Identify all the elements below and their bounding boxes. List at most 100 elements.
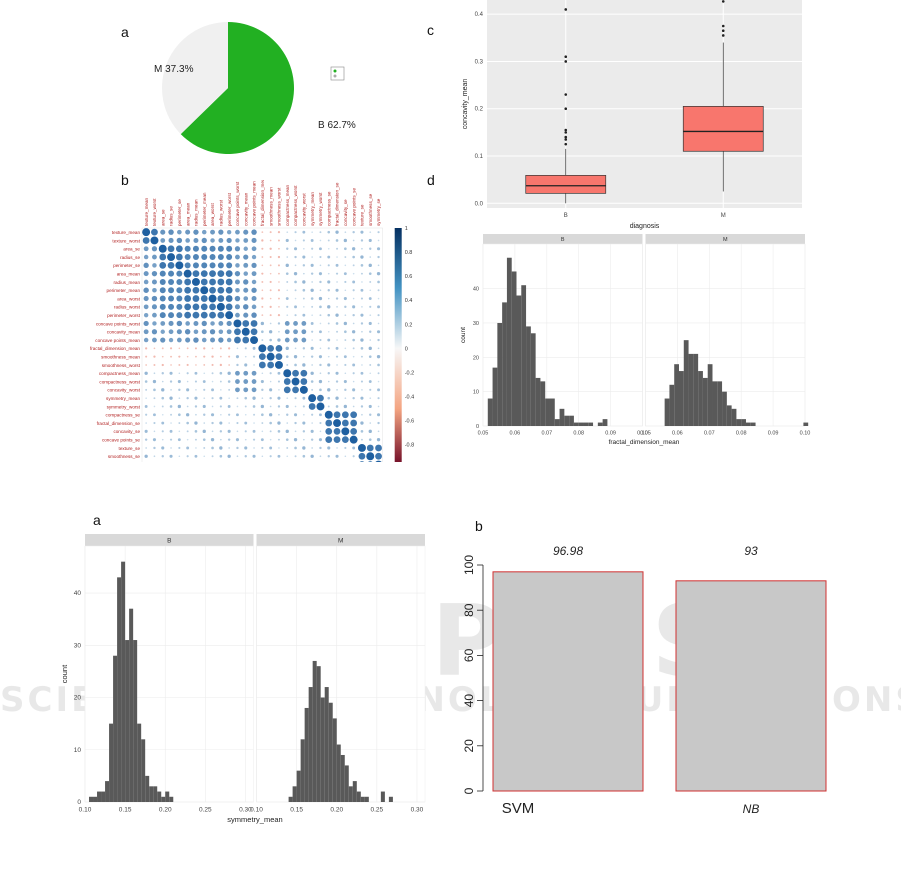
hist-bar xyxy=(521,285,527,426)
corr-cell xyxy=(277,289,281,292)
corr-cell xyxy=(360,297,364,300)
corr-cell xyxy=(311,305,314,308)
corr-cell xyxy=(144,429,148,433)
corr-cell xyxy=(344,339,347,342)
corr-cell xyxy=(293,413,298,417)
corr-cell xyxy=(234,336,241,344)
corr-row-label: radius_worst xyxy=(114,305,141,310)
corr-cell xyxy=(368,346,372,351)
corr-cell xyxy=(217,254,224,261)
hist-ytick: 10 xyxy=(74,747,82,754)
corr-col-label: radius_mean xyxy=(194,199,199,226)
hist-bar xyxy=(578,422,584,426)
box-iqr xyxy=(682,106,764,152)
corr-cell xyxy=(243,271,249,276)
corr-cell xyxy=(319,330,322,334)
corr-cell xyxy=(168,287,175,294)
corr-cell xyxy=(244,455,247,458)
corr-cell xyxy=(286,413,289,416)
corr-cell xyxy=(283,369,292,378)
corr-cell xyxy=(261,247,264,250)
corr-cell xyxy=(184,286,192,294)
corr-cell xyxy=(151,304,157,310)
corr-cell xyxy=(253,447,255,449)
corr-cell xyxy=(369,256,372,258)
hist-bar xyxy=(133,640,138,802)
corr-colorbar-tick: -0.2 xyxy=(405,370,414,376)
corr-cell xyxy=(285,404,289,409)
corr-cell xyxy=(170,422,172,424)
corr-cell xyxy=(153,455,156,458)
corr-cell xyxy=(217,278,225,286)
corr-cell xyxy=(269,388,273,392)
corr-cell xyxy=(360,313,364,317)
corr-cell xyxy=(170,447,172,449)
corr-cell xyxy=(294,347,297,350)
hist-xtick: 0.05 xyxy=(478,431,489,437)
corr-cell xyxy=(377,421,380,425)
corr-cell xyxy=(278,413,280,416)
corr-cell xyxy=(310,322,314,325)
corr-cell xyxy=(252,396,256,400)
corr-cell xyxy=(310,239,314,242)
corr-cell xyxy=(360,347,364,350)
hist-bar xyxy=(487,398,493,426)
corr-cell xyxy=(377,338,380,342)
corr-cell xyxy=(335,355,339,358)
box-plot-panel xyxy=(487,0,802,208)
corr-col-label: symmetry_se xyxy=(376,198,381,226)
corr-cell xyxy=(220,413,222,416)
corr-cell xyxy=(327,255,331,259)
corr-cell xyxy=(152,312,157,318)
corr-cell xyxy=(151,329,158,335)
corr-cell xyxy=(319,239,322,242)
corr-cell xyxy=(286,256,289,258)
corr-cell xyxy=(344,305,347,309)
corr-cell xyxy=(210,238,215,243)
corr-cell xyxy=(352,322,355,325)
corr-cell xyxy=(211,372,214,375)
corr-cell xyxy=(327,405,330,408)
corr-cell xyxy=(159,295,166,302)
bars-category-label: SVM xyxy=(502,800,535,817)
corr-row-label: concavity_worst xyxy=(107,388,140,393)
corr-cell xyxy=(217,311,225,319)
corr-cell xyxy=(335,288,339,292)
corr-cell xyxy=(377,405,380,408)
corr-cell xyxy=(293,337,298,343)
corr-cell xyxy=(203,422,206,424)
corr-cell xyxy=(178,372,181,375)
corr-cell xyxy=(150,236,159,245)
corr-cell xyxy=(168,229,174,235)
corr-cell xyxy=(302,297,305,300)
corr-cell xyxy=(203,446,206,449)
corr-cell xyxy=(228,364,231,366)
corr-cell xyxy=(202,380,206,383)
corr-cell xyxy=(261,330,264,334)
hist-bar xyxy=(722,391,727,426)
corr-row-label: area_se xyxy=(123,247,140,252)
hist-bar xyxy=(169,796,174,802)
corr-cell xyxy=(277,231,281,234)
corr-cell xyxy=(294,314,297,317)
corr-col-label: compactness_mean xyxy=(285,184,290,226)
hist-bar xyxy=(707,364,713,426)
corr-cell xyxy=(168,237,174,243)
corr-cell xyxy=(235,379,240,384)
corr-cell xyxy=(192,286,200,294)
corr-cell xyxy=(219,454,223,458)
corr-cell xyxy=(369,339,372,341)
corr-cell xyxy=(211,446,214,450)
hist-bar xyxy=(125,640,130,802)
corr-cell xyxy=(319,231,322,234)
corr-cell xyxy=(319,322,322,325)
corr-cell xyxy=(201,245,208,252)
corr-cell xyxy=(143,287,149,293)
corr-cell xyxy=(285,429,289,434)
corr-cell xyxy=(293,437,298,442)
corr-cell xyxy=(201,320,207,327)
corr-cell xyxy=(260,321,265,326)
corr-col-label: texture_mean xyxy=(144,197,149,226)
hist-bar xyxy=(320,697,325,802)
corr-cell xyxy=(286,231,289,233)
